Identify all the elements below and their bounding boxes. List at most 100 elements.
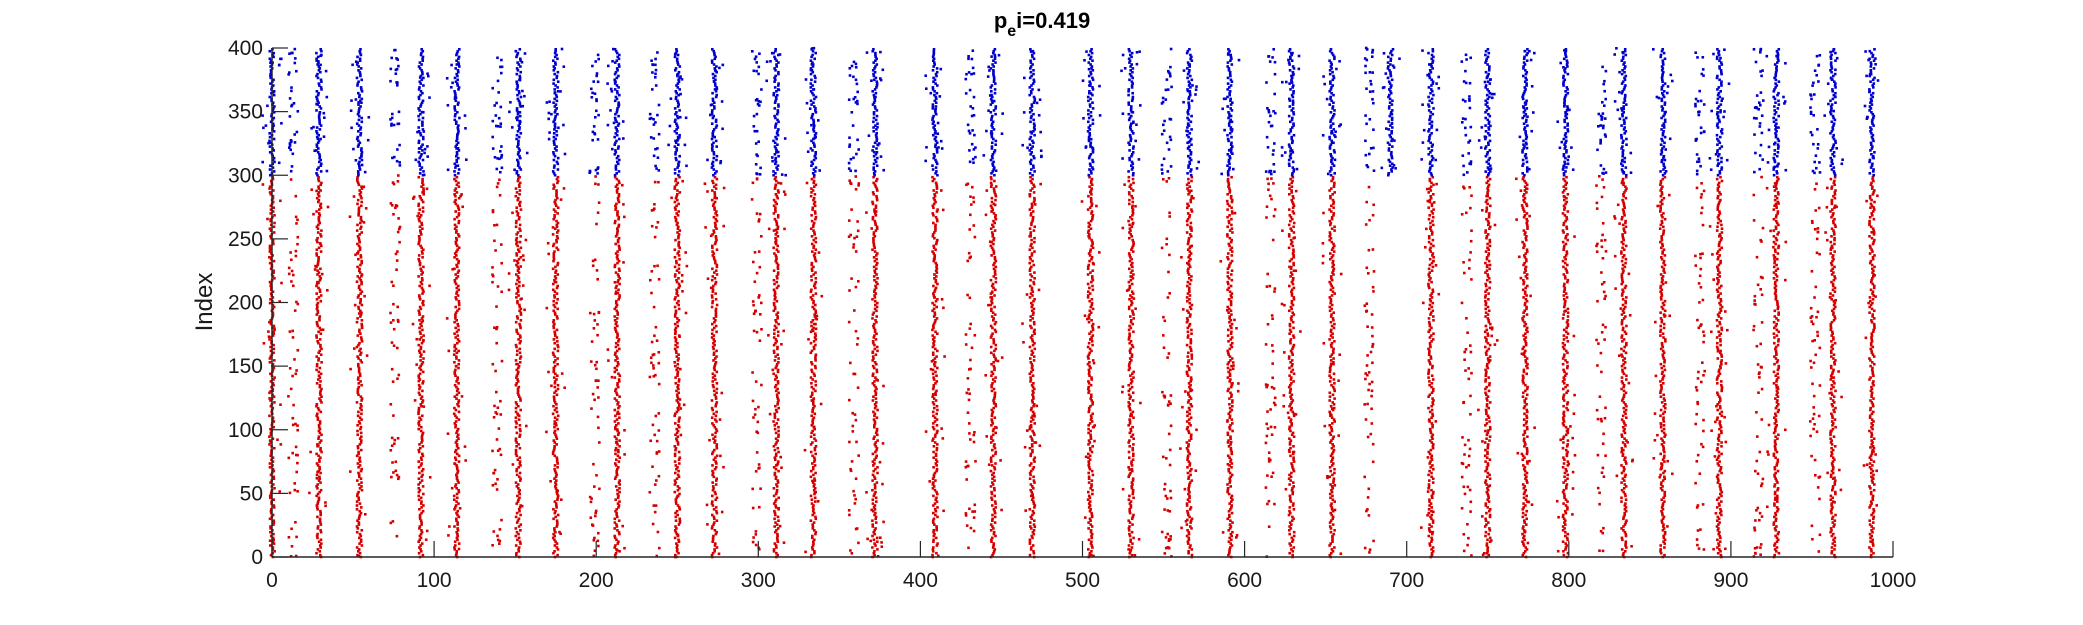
spike-point xyxy=(866,537,869,541)
spike-point xyxy=(457,437,460,440)
spike-point xyxy=(421,252,424,255)
spike-point xyxy=(677,299,680,303)
spike-point xyxy=(614,292,617,295)
spike-point xyxy=(1128,223,1131,227)
spike-point xyxy=(1331,456,1335,459)
spike-point xyxy=(614,389,617,393)
chart-title-suffix: i=0.419 xyxy=(1016,8,1090,33)
spike-point xyxy=(1030,305,1033,309)
spike-point xyxy=(990,460,993,463)
spike-point xyxy=(987,303,990,307)
spike-point xyxy=(1131,210,1135,213)
spike-point xyxy=(549,480,552,483)
spike-point xyxy=(1230,326,1233,330)
spike-point xyxy=(882,520,885,524)
spike-point xyxy=(990,231,994,234)
spike-point xyxy=(1228,414,1232,418)
spike-point xyxy=(932,376,935,379)
spike-point xyxy=(1090,256,1094,259)
spike-point xyxy=(774,193,778,196)
spike-point xyxy=(517,277,521,280)
spike-point xyxy=(936,515,939,519)
spike-point xyxy=(932,445,936,448)
spike-point xyxy=(1429,429,1432,433)
burst-column xyxy=(1179,175,1198,559)
spike-point xyxy=(674,525,677,528)
spike-point xyxy=(1087,410,1091,414)
spike-point xyxy=(457,259,460,263)
spike-point xyxy=(1432,467,1435,471)
spike-point xyxy=(875,368,879,372)
spike-point xyxy=(871,298,874,301)
spike-point xyxy=(1188,277,1191,280)
spike-point xyxy=(1226,208,1229,211)
spike-point xyxy=(1128,521,1132,524)
spike-point xyxy=(869,539,872,543)
spike-point xyxy=(1230,357,1234,360)
spike-point xyxy=(1291,252,1295,255)
spike-point xyxy=(417,202,421,206)
spike-point xyxy=(1032,307,1036,311)
spike-point xyxy=(993,368,996,372)
spike-point xyxy=(1228,550,1231,553)
spike-point xyxy=(812,466,815,469)
spike-point xyxy=(1031,393,1034,397)
spike-point xyxy=(933,340,936,343)
spike-point xyxy=(556,466,559,469)
spike-point xyxy=(710,198,714,202)
spike-point xyxy=(317,425,321,429)
spike-point xyxy=(269,441,272,444)
spike-point xyxy=(422,350,426,353)
spike-point xyxy=(418,330,422,334)
spike-point xyxy=(711,328,714,332)
spike-point xyxy=(360,399,363,402)
spike-point xyxy=(417,254,421,257)
spike-point xyxy=(780,343,783,346)
spike-point xyxy=(418,527,421,530)
spike-point xyxy=(678,403,681,406)
spike-point xyxy=(936,443,939,446)
spike-point xyxy=(872,538,876,542)
spike-point xyxy=(991,439,995,442)
spike-point xyxy=(1127,364,1131,368)
spike-point xyxy=(1430,435,1434,438)
spike-point xyxy=(814,530,818,534)
spike-point xyxy=(318,221,322,225)
spike-point xyxy=(1232,364,1235,367)
spike-point xyxy=(872,357,875,360)
spike-point xyxy=(618,380,621,383)
spike-point xyxy=(320,401,323,404)
spike-point xyxy=(421,509,425,513)
spike-point xyxy=(810,382,813,385)
spike-point xyxy=(1030,221,1033,225)
spike-point xyxy=(874,185,878,188)
spike-point xyxy=(515,191,519,194)
spike-point xyxy=(876,261,879,265)
spike-point xyxy=(359,511,363,515)
spike-point xyxy=(714,223,717,227)
spike-point xyxy=(1129,429,1133,433)
spike-point xyxy=(1330,429,1334,433)
spike-point xyxy=(674,340,678,343)
spike-point xyxy=(677,475,681,479)
spike-point xyxy=(555,506,558,509)
spike-point xyxy=(1290,464,1294,467)
spike-point xyxy=(715,330,718,334)
spike-point xyxy=(674,217,678,221)
spike-point xyxy=(1288,404,1291,408)
spike-point xyxy=(1228,548,1231,551)
spike-point xyxy=(1428,351,1431,355)
spike-point xyxy=(319,471,322,475)
spike-point xyxy=(1289,227,1292,230)
spike-point xyxy=(1227,340,1230,343)
spike-point xyxy=(811,429,814,433)
spike-point xyxy=(711,485,715,488)
spike-point xyxy=(1031,492,1034,496)
spike-point xyxy=(1429,334,1433,337)
spike-point xyxy=(318,208,321,211)
spike-point xyxy=(1227,282,1230,286)
spike-point xyxy=(934,242,938,246)
spike-point xyxy=(553,355,557,358)
spike-point xyxy=(319,529,322,532)
spike-point xyxy=(1331,494,1334,498)
